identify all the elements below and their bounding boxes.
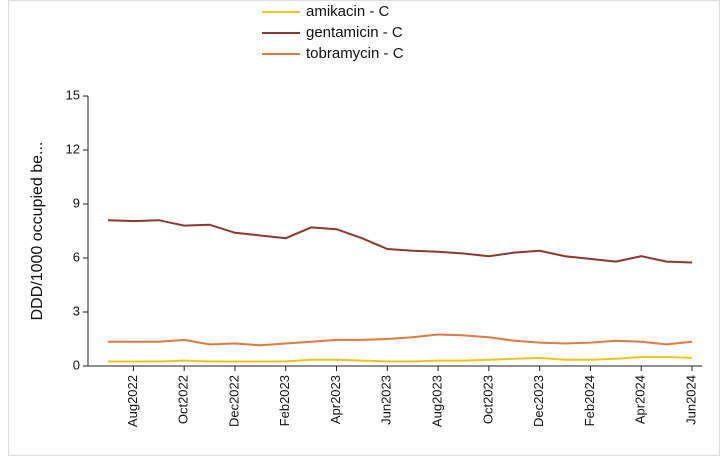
x-tick-label: Dec2022 <box>226 375 241 427</box>
legend-label: tobramycin - C <box>306 45 404 62</box>
x-tick-label: Jun2024 <box>683 375 698 425</box>
x-tick-label: Aug2023 <box>430 375 445 427</box>
y-tick-label: 0 <box>73 357 80 372</box>
x-tick-label: Oct2023 <box>480 375 495 424</box>
x-tick-label: Oct2022 <box>176 375 191 424</box>
x-tick-label: Apr2024 <box>633 375 648 424</box>
y-tick-label: 12 <box>66 141 80 156</box>
series-line <box>107 219 693 264</box>
y-tick-label: 15 <box>66 87 80 102</box>
legend-label: gentamicin - C <box>306 24 403 41</box>
frame <box>8 0 720 456</box>
y-tick-label: 6 <box>73 249 80 264</box>
x-tick-label: Dec2023 <box>531 375 546 427</box>
x-tick-label: Feb2023 <box>277 375 292 426</box>
x-tick-label: Jun2023 <box>379 375 394 425</box>
x-tick-label: Aug2022 <box>125 375 140 427</box>
x-tick-label: Apr2023 <box>328 375 343 424</box>
series-line <box>108 356 693 363</box>
legend-label: amikacin - C <box>306 3 390 20</box>
x-tick-label: Feb2024 <box>582 375 597 426</box>
y-tick-label: 9 <box>73 195 80 210</box>
y-axis-label: DDD/1000 occupied be... <box>29 142 46 321</box>
y-tick-label: 3 <box>73 303 80 318</box>
series-line <box>108 333 693 347</box>
